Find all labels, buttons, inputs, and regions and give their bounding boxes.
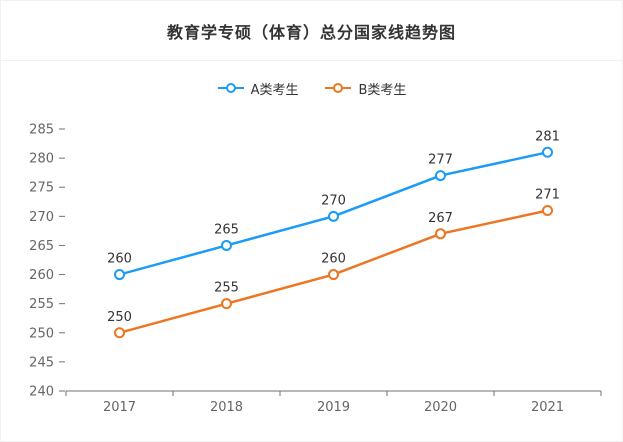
y-axis-label: 280 [29,152,54,167]
data-point-0-2017[interactable] [114,269,125,281]
y-axis-label: 285 [29,123,54,138]
y-axis-label: 275 [29,181,54,196]
point-value-label: 265 [214,222,239,237]
point-value-label: 271 [535,188,560,203]
y-axis-label: 270 [29,210,54,225]
y-axis-label: 240 [29,385,54,400]
point-value-label: 260 [321,252,346,267]
data-point-0-2018[interactable] [221,239,232,251]
y-axis-label: 250 [29,326,54,341]
legend-label: B类考生 [358,82,407,98]
data-point-0-2019[interactable] [328,210,339,222]
point-value-label: 250 [107,310,132,325]
point-value-label: 255 [214,281,239,296]
data-point-1-2017[interactable] [114,327,125,339]
legend-label: A类考生 [250,82,299,98]
point-value-label: 267 [428,211,453,226]
y-axis-label: 265 [29,239,54,254]
y-axis-label: 260 [29,268,54,283]
point-value-label: 270 [321,193,346,208]
point-value-label: 260 [107,252,132,267]
data-point-0-2021[interactable] [542,146,553,158]
x-axis-label: 2020 [424,400,457,415]
y-axis-label: 255 [29,297,54,312]
x-axis-label: 2021 [531,400,564,415]
chart-title: 教育学专硕（体育）总分国家线趋势图 [166,22,456,42]
line-marker-icon [325,83,352,93]
point-value-label: 277 [428,153,453,168]
point-value-label: 281 [535,129,560,144]
data-point-1-2020[interactable] [435,228,446,240]
chart-header: 教育学专硕（体育）总分国家线趋势图 [1,1,622,61]
data-point-1-2021[interactable] [542,205,553,217]
x-axis-label: 2018 [210,400,243,415]
legend: A类考生 B类考生 [1,78,622,98]
data-point-0-2020[interactable] [435,170,446,182]
x-axis-label: 2017 [103,400,136,415]
legend-item-b[interactable]: B类考生 [324,79,406,98]
data-point-1-2019[interactable] [328,269,339,281]
trend-line-chart: 240 245 250 255 260 265 270 275 280 285 2017 2018 20… [29,123,602,415]
y-axis-label: 245 [29,355,54,370]
legend-item-a[interactable]: A类考生 [217,79,299,98]
data-point-1-2018[interactable] [221,298,232,310]
x-axis-label: 2019 [317,400,350,415]
line-marker-icon [217,83,244,93]
